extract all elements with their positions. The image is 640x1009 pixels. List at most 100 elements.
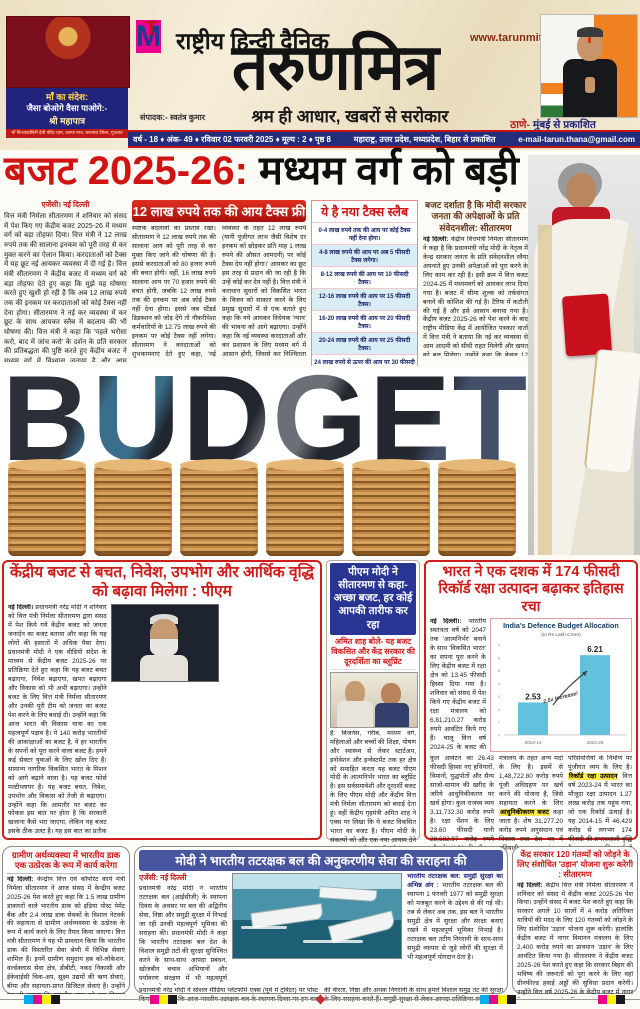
article-pm-text: नई दिल्ली। प्रधानमंत्री नरेंद्र मोदी ने … <box>8 604 107 836</box>
tax-slab-row: 16-20 लाख रुपये की आय पर 20 फीसदी टैक्स। <box>312 310 418 332</box>
article-coastguard-right: भारतीय तटरक्षक बल: समुद्री सुरक्षा का अभ… <box>407 873 503 985</box>
article-coastguard-left: एजेंसी: नई दिल्ली प्रधानमंत्री नरेंद्र म… <box>139 873 227 985</box>
saree-border-shape <box>538 225 552 555</box>
tax-slab-row: 0-4 लाख रुपये तक की आय पर कोई टैक्स नहीं… <box>312 222 418 244</box>
svg-text:(In Rs Lakh Crore): (In Rs Lakh Crore) <box>541 632 581 638</box>
registration-marks <box>598 995 625 1004</box>
lead-column-1: एजेंसी। नई दिल्ली वित्त मंत्री निर्मला स… <box>4 200 127 366</box>
article-pm-text-body: प्रधानमंत्री नरेंद्र मोदी ने शनिवार को व… <box>8 604 107 836</box>
publish-place-line: ठाणे- मुंबई से प्रकाशित <box>470 118 636 132</box>
shah-body-shape <box>375 702 409 727</box>
svg-text:2013-14: 2013-14 <box>525 740 542 745</box>
logo-letter-t: T <box>145 18 158 40</box>
shah-face-shape <box>381 682 401 705</box>
lead-body-1: वित्त मंत्री निर्मला सीतारमण ने शनिवार क… <box>4 213 127 362</box>
article-defence: भारत ने एक दशक में 174 फीसदी रिकॉर्ड रक्… <box>424 560 638 852</box>
hair-shape <box>577 27 603 37</box>
article-india-post-headline: ग्रामीण अर्थव्यवस्था में भारतीय डाक एक उ… <box>7 850 125 874</box>
tax-slab-row: 12-16 लाख रुपये की आय पर 15 फीसदी टैक्स। <box>312 288 418 310</box>
tax-slab-row: 24 लाख रुपये से ऊपर की आय पर 30 फीसदी टै… <box>312 354 418 366</box>
coin-stack <box>8 459 86 556</box>
goddess-message: माँ का संदेश: जैसा बोओगे वैसा पाओगे:- श्… <box>6 88 128 129</box>
tagline: श्रम ही आधार, खबरों से सरोकार <box>251 107 449 126</box>
kurta-shape <box>140 655 188 682</box>
defence-highlight-modernisation: आधुनिकीकरण बजट <box>499 808 551 816</box>
goddess-message-line2: जैसा बोओगे वैसा पाओगे:- <box>26 103 108 113</box>
issue-info-left: वर्ष - 18 ♦ अंक- 49 ♦ रविवार 02 फरवरी 20… <box>133 134 331 144</box>
coastguard-right-text: भारतीय तटरक्षक बल की स्थापना 1 फरवरी 197… <box>407 881 503 961</box>
shinde-photo <box>540 14 638 118</box>
article-coastguard-byline: एजेंसी: नई दिल्ली <box>139 873 187 882</box>
svg-text:6: 6 <box>498 656 501 661</box>
lead-byline: एजेंसी। नई दिल्ली <box>41 200 90 209</box>
article-coastguard-headline: मोदी ने भारतीय तटरक्षक बल की अनुकरणीय से… <box>139 850 503 871</box>
registration-marks <box>24 995 60 1004</box>
tax-slab-row: 20-24 लाख रुपये की आय पर 25 फीसदी टैक्स। <box>312 332 418 354</box>
budget-graphic: BUDGET <box>0 368 528 558</box>
coin-stack <box>180 459 258 556</box>
article-defence-headline: भारत ने एक दशक में 174 फीसदी रिकॉर्ड रक्… <box>438 564 624 615</box>
defence-budget-chart: India's Defence Budget Allocation (In Rs … <box>490 618 632 753</box>
svg-text:3: 3 <box>498 694 501 699</box>
lead-body-2: स्पष्टक बदलावों का प्रस्ताव रखा। सीतारमण… <box>131 225 307 358</box>
tax-slab-row: 4-8 लाख रुपये की आय पर अब 5 फीसदी टैक्स … <box>312 244 418 266</box>
article-udan-headline: केंद्र सरकार 120 गंतव्यों को जोड़ने के ल… <box>517 850 633 879</box>
article-pm-byline: नई दिल्ली। <box>8 604 34 612</box>
tax-slab-row: 8-12 लाख रुपये की आय पर 10 फीसदी टैक्स। <box>312 266 418 288</box>
article-udan-body: नई दिल्ली: केंद्रीय वित्त मंत्री निर्मला… <box>517 882 633 998</box>
modi-face-shape <box>345 680 365 705</box>
article-udan-text: केंद्रीय वित्त मंत्री निर्मला सीतारमण ने… <box>517 881 633 997</box>
article-modi-quote-headline: पीएम मोदी ने सीतारमण से कहा-अच्छा बजट, ह… <box>330 563 416 635</box>
article-defence-intro-text: भारतीय स्वतंत्रता वर्ष को 2047 तक 'आत्मन… <box>430 618 486 751</box>
modi-photo <box>111 604 219 683</box>
tax-slab-box: ये है नया टैक्स स्लैब 0-4 लाख रुपये तक क… <box>311 200 419 366</box>
defence-para-1a: कुल आवंटन का 26.43 फीसदी हिस्सा नए हथिया… <box>430 755 563 852</box>
defence-chart-svg: India's Defence Budget Allocation (In Rs … <box>498 621 627 745</box>
thane-label: ठाणे- <box>510 119 531 131</box>
article-coastguard: मोदी ने भारतीय तटरक्षक बल की अनुकरणीय से… <box>134 846 508 1003</box>
ship-shape <box>327 910 397 944</box>
article-pm-headline: केंद्रीय बजट से बचत, निवेश, उपभोग और आर्… <box>10 564 314 600</box>
article-pm-body: नई दिल्ली। प्रधानमंत्री नरेंद्र मोदी ने … <box>8 604 316 836</box>
lead-column-2: 12 लाख रुपये तक की आय टैक्स फ्री स्पष्टक… <box>131 200 307 366</box>
masthead: माँ का संदेश: जैसा बोओगे वैसा पाओगे:- श्… <box>0 0 640 150</box>
article-defence-intro: नई दिल्ली।: भारतीय स्वतंत्रता वर्ष को 20… <box>430 618 486 750</box>
goddess-message-line3: श्री महापात्र <box>48 116 86 126</box>
svg-text:7: 7 <box>498 643 501 648</box>
modi-body-shape <box>337 700 373 727</box>
namaste-hands-shape <box>585 77 595 93</box>
sitharaman-byline: नई दिल्ली: <box>423 235 449 243</box>
coin-stack <box>94 459 172 556</box>
issue-info-email[interactable]: e-mail-tarun.thana@gmail.com <box>518 134 635 144</box>
coin-stack <box>352 459 430 556</box>
wake-shape <box>241 926 287 929</box>
thane-rest: मुंबई से प्रकाशित <box>530 119 596 131</box>
article-pm-budget: केंद्रीय बजट से बचत, निवेश, उपभोग और आर्… <box>2 560 322 840</box>
svg-text:1: 1 <box>498 720 501 725</box>
logo-letter-m: M <box>136 20 161 53</box>
goddess-address-strip: माँ विन्ध्यवासिनी देवी मंदिर धाम, तलपा न… <box>6 129 128 138</box>
wake-shape <box>303 940 363 943</box>
coin-stack <box>266 459 344 556</box>
svg-text:0: 0 <box>498 733 501 738</box>
article-modi-quote-subhead: अमित शाह बोले- यह बजट विकसित और केंद्र स… <box>330 635 416 670</box>
kicker: राष्ट्रीय हिन्दी दैनिक <box>176 28 329 54</box>
svg-text:2.5x Increase!: 2.5x Increase! <box>542 691 579 706</box>
sitharaman-subhead: बजट दर्शाता है कि मोदी सरकार जनता की अपे… <box>424 200 527 233</box>
sitharaman-body: नई दिल्ली: केंद्रीय वित्तमंत्री निर्मला … <box>423 236 528 356</box>
defence-highlight-production: रिकॉर्ड रक्षा उत्पादन <box>568 773 619 781</box>
article-india-post: ग्रामीण अर्थव्यवस्था में भारतीय डाक एक उ… <box>2 846 130 994</box>
lead-headline-red: बजट 2025-26: <box>4 149 248 193</box>
goddess-message-line1: माँ का संदेश: <box>46 92 88 102</box>
svg-text:2024-25: 2024-25 <box>587 740 604 745</box>
modi-shah-photo <box>330 671 418 728</box>
chart-bar <box>580 655 610 736</box>
lead-story-band: एजेंसी। नई दिल्ली वित्त मंत्री निर्मला स… <box>0 200 528 366</box>
registration-marks <box>150 995 177 1004</box>
goddess-image <box>6 16 130 88</box>
svg-text:6.21: 6.21 <box>587 645 603 654</box>
article-defence-body: कुल आवंटन का 26.43 फीसदी हिस्सा नए हथिया… <box>430 755 632 859</box>
coastguard-right-lead: भारतीय तटरक्षक बल: समुद्री सुरक्षा का अभ… <box>407 873 503 889</box>
svg-text:2.53: 2.53 <box>525 693 541 702</box>
svg-text:India's Defence Budget Allocat: India's Defence Budget Allocation <box>503 621 619 630</box>
